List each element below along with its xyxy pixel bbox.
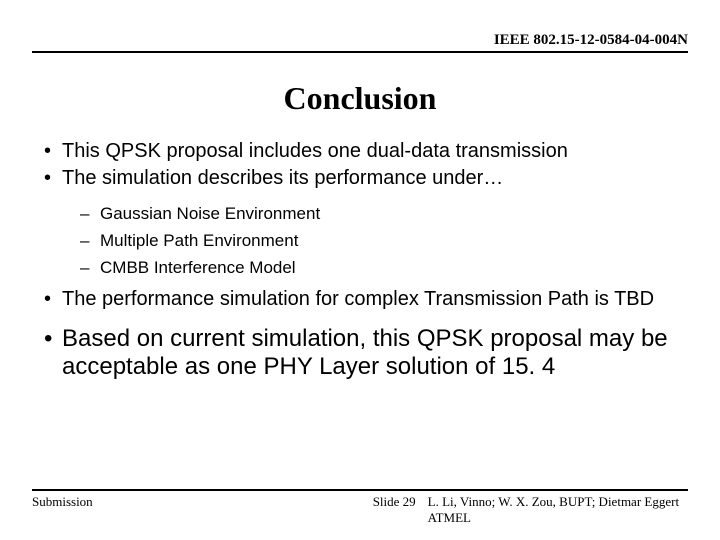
footer-left: Submission [32, 494, 93, 526]
footer-slide-number: Slide 29 [373, 494, 416, 526]
doc-id: IEEE 802.15-12-0584-04-004N [494, 32, 688, 48]
bullet-level1: The performance simulation for complex T… [40, 288, 680, 311]
header-bar: IEEE 802.15-12-0584-04-004N [32, 32, 688, 53]
bullet-level1: The simulation describes its performance… [40, 167, 680, 190]
bullet-level2: Multiple Path Environment [40, 227, 680, 254]
slide-title: Conclusion [0, 80, 720, 117]
bullet-level1: This QPSK proposal includes one dual-dat… [40, 140, 680, 163]
footer-bar: Submission Slide 29 L. Li, Vinno; W. X. … [32, 489, 688, 526]
bullet-level1-emphasis: Based on current simulation, this QPSK p… [40, 325, 680, 383]
bullet-level2: CMBB Interference Model [40, 254, 680, 281]
slide-content: This QPSK proposal includes one dual-dat… [40, 140, 680, 386]
bullet-level2: Gaussian Noise Environment [40, 200, 680, 227]
footer-authors: L. Li, Vinno; W. X. Zou, BUPT; Dietmar E… [416, 494, 688, 526]
